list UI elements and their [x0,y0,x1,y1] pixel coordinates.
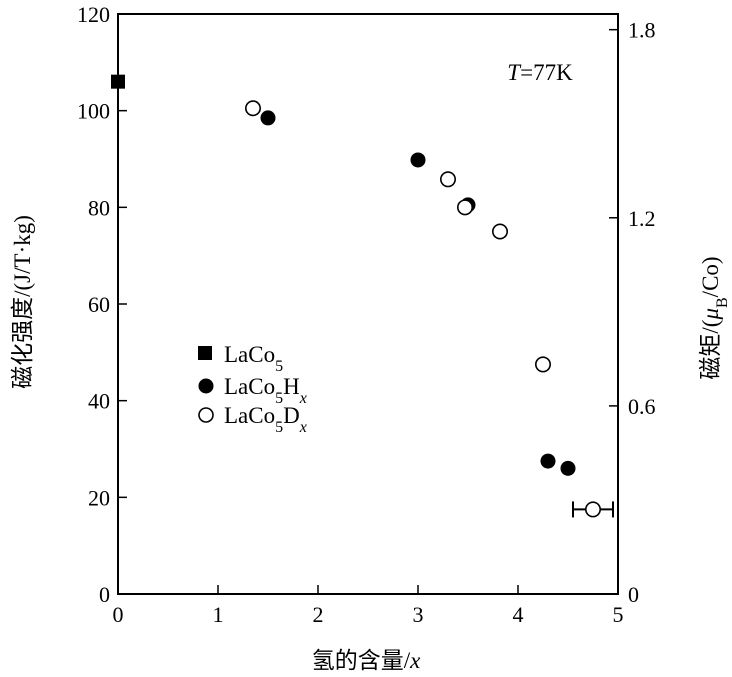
plot-frame [117,13,619,595]
point-laco5hx [540,453,556,469]
legend-label-laco5: LaCo5 [224,342,283,375]
point-laco5dx [491,223,508,240]
point-laco5 [111,74,125,89]
y-axis-title-right: 磁矩/(μB/Co) [698,256,731,379]
point-laco5hx [260,110,276,126]
y-right-tick-label: 0 [628,582,639,607]
legend-marker-laco5 [198,346,212,360]
legend-label-laco5hx: LaCo5Hx [224,374,307,407]
x-tick-label: 2 [313,602,324,627]
y-left-tick-label: 20 [88,485,110,510]
point-laco5dx [245,100,262,117]
temperature-annotation: T=77K [507,60,573,85]
y-right-tick-label: 1.2 [628,206,656,231]
y-right-tick-label: 0.6 [628,394,656,419]
point-laco5dx [456,199,473,216]
y-left-tick-label: 40 [88,389,110,414]
temperature-value: =77K [520,60,573,85]
point-laco5dx [584,501,601,518]
y-left-tick-label: 80 [88,195,110,220]
x-tick-label: 0 [113,602,124,627]
data-marks [111,74,614,518]
legend: LaCo5 LaCo5Hx LaCo5Dx [198,342,307,436]
y-left-tick-label: 120 [77,2,110,27]
legend-label-laco5dx: LaCo5Dx [224,403,307,436]
y-right-tick-label: 1.8 [628,18,656,43]
x-axis-title: 氢的含量/x [312,648,421,673]
y-left-tick-label: 0 [99,582,110,607]
y-left-tick-label: 100 [77,99,110,124]
point-laco5dx [439,171,456,188]
point-laco5hx [560,460,576,476]
y-axis-title-left: 磁化强度/(J/T·kg) [10,215,35,389]
y-left-tick-label: 60 [88,292,110,317]
x-tick-label: 4 [513,602,524,627]
x-tick-label: 5 [613,602,624,627]
point-laco5hx [410,152,426,168]
x-tick-label: 3 [413,602,424,627]
point-laco5dx [534,356,551,373]
legend-marker-laco5dx [198,407,214,423]
x-tick-label: 1 [213,602,224,627]
legend-marker-laco5hx [198,378,214,394]
